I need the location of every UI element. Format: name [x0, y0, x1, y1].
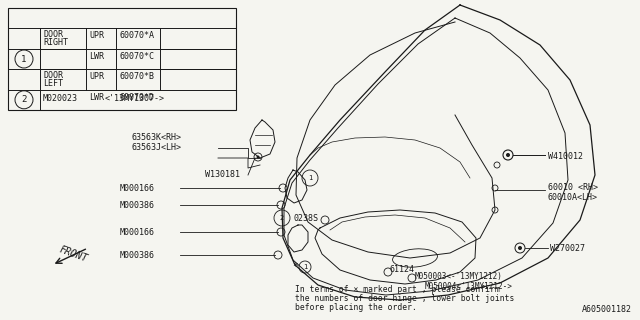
- Text: 60070*D: 60070*D: [119, 92, 154, 101]
- Text: UPR: UPR: [89, 31, 104, 40]
- Text: In terms of × marked part , please confirm: In terms of × marked part , please confi…: [295, 285, 500, 294]
- Circle shape: [257, 156, 259, 158]
- Text: 1: 1: [308, 175, 312, 181]
- Text: W270027: W270027: [550, 244, 585, 253]
- Text: 61124: 61124: [390, 265, 415, 274]
- Text: 60070*C: 60070*C: [119, 52, 154, 61]
- Text: 2: 2: [280, 215, 284, 221]
- Text: 60070*A: 60070*A: [119, 31, 154, 40]
- Text: LWR: LWR: [89, 92, 104, 101]
- Text: M000166: M000166: [120, 228, 155, 237]
- Text: the numbers of door hinge , lower bolt joints: the numbers of door hinge , lower bolt j…: [295, 294, 515, 303]
- Text: DOOR: DOOR: [43, 30, 63, 39]
- Text: UPR: UPR: [89, 72, 104, 81]
- Text: LEFT: LEFT: [43, 79, 63, 88]
- Text: M050004<'13MY1212->: M050004<'13MY1212->: [425, 282, 513, 291]
- Text: 60010A<LH>: 60010A<LH>: [548, 193, 598, 202]
- Text: before placing the order.: before placing the order.: [295, 303, 417, 312]
- Text: W410012: W410012: [548, 152, 583, 161]
- Text: RIGHT: RIGHT: [43, 38, 68, 47]
- Text: M020023: M020023: [43, 94, 78, 103]
- Text: M000386: M000386: [120, 201, 155, 210]
- Text: DOOR: DOOR: [43, 71, 63, 80]
- Circle shape: [506, 153, 510, 157]
- Text: A605001182: A605001182: [582, 305, 632, 314]
- Text: M000386: M000386: [120, 251, 155, 260]
- Text: 63563J<LH>: 63563J<LH>: [132, 143, 182, 152]
- Text: 60070*B: 60070*B: [119, 72, 154, 81]
- Text: 2: 2: [21, 95, 27, 104]
- Text: 1: 1: [21, 54, 27, 63]
- Text: FRONT: FRONT: [58, 244, 89, 264]
- Text: M050003<-'13MY1212): M050003<-'13MY1212): [415, 272, 503, 281]
- Text: <'13MY1307->: <'13MY1307->: [105, 94, 165, 103]
- Bar: [8, 8, 236, 110]
- Text: 63563K<RH>: 63563K<RH>: [132, 133, 182, 142]
- Text: *: *: [292, 262, 298, 272]
- Text: M000166: M000166: [120, 184, 155, 193]
- Text: W130181: W130181: [205, 170, 240, 179]
- Circle shape: [518, 246, 522, 250]
- Text: 1: 1: [303, 264, 307, 270]
- Text: LWR: LWR: [89, 52, 104, 61]
- Text: 0238S: 0238S: [293, 214, 318, 223]
- Text: 60010 <RH>: 60010 <RH>: [548, 183, 598, 192]
